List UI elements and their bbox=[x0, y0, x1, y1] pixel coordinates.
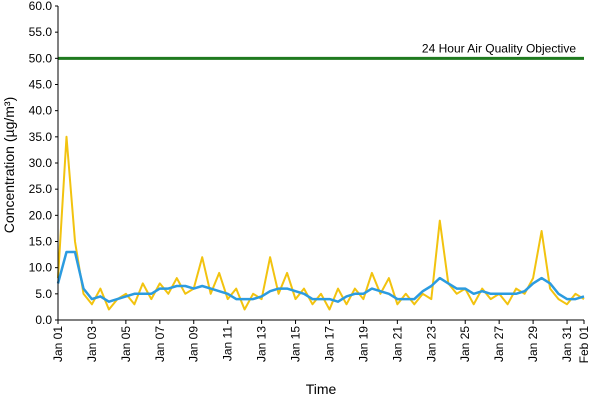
y-tick-label: 45.0 bbox=[29, 78, 53, 92]
x-tick-label: Jan 05 bbox=[119, 326, 133, 362]
y-tick-label: 30.0 bbox=[29, 156, 53, 170]
y-tick-label: 5.0 bbox=[35, 287, 52, 301]
y-tick-label: 55.0 bbox=[29, 25, 53, 39]
y-tick-label: 60.0 bbox=[29, 0, 53, 13]
y-tick-label: 35.0 bbox=[29, 130, 53, 144]
y-tick-label: 20.0 bbox=[29, 208, 53, 222]
x-tick-label: Jan 17 bbox=[322, 326, 336, 362]
x-axis-label: Time bbox=[306, 381, 337, 397]
x-tick-label: Jan 03 bbox=[85, 326, 99, 362]
x-tick-label: Jan 09 bbox=[187, 326, 201, 362]
y-axis-label: Concentration (µg/m³) bbox=[1, 97, 17, 233]
y-tick-label: 40.0 bbox=[29, 104, 53, 118]
x-tick-label: Jan 19 bbox=[356, 326, 370, 362]
y-tick-label: 10.0 bbox=[29, 261, 53, 275]
y-tick-label: 0.0 bbox=[35, 313, 52, 327]
x-tick-label: Jan 13 bbox=[255, 326, 269, 362]
x-tick-label: Jan 15 bbox=[289, 326, 303, 362]
x-tick-label: Jan 11 bbox=[221, 326, 235, 361]
x-tick-label: Jan 29 bbox=[526, 326, 540, 362]
y-tick-label: 15.0 bbox=[29, 235, 53, 249]
x-tick-label: Jan 27 bbox=[492, 326, 506, 362]
y-tick-label: 50.0 bbox=[29, 51, 53, 65]
y-tick-label: 25.0 bbox=[29, 182, 53, 196]
x-tick-label: Jan 31 bbox=[560, 326, 574, 362]
x-tick-label: Jan 07 bbox=[153, 326, 167, 362]
x-tick-label: Jan 01 bbox=[51, 326, 65, 362]
objective-label: 24 Hour Air Quality Objective bbox=[422, 41, 576, 55]
x-tick-label: Jan 25 bbox=[458, 326, 472, 362]
x-tick-label: Jan 23 bbox=[424, 326, 438, 362]
x-tick-label: Jan 21 bbox=[390, 326, 404, 362]
x-tick-label: Feb 01 bbox=[577, 326, 591, 364]
series-line bbox=[57, 135, 585, 311]
series-line bbox=[56, 250, 585, 303]
